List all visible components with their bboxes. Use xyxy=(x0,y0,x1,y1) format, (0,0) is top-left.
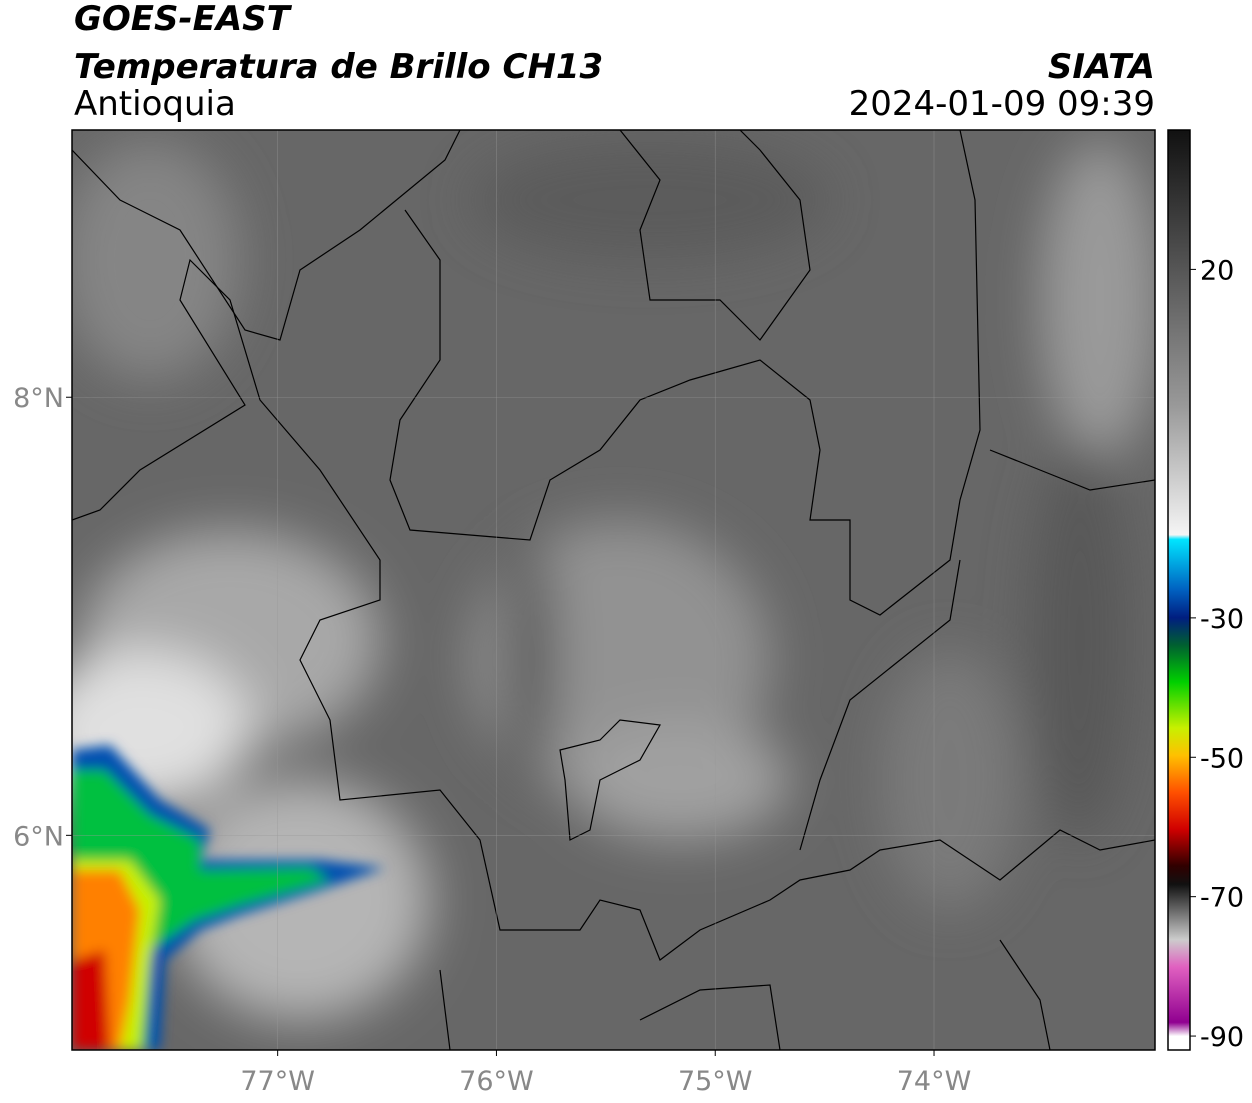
map-frame xyxy=(71,129,1156,1051)
colorbar-tick-label: -50 xyxy=(1200,743,1244,774)
colorbar-tick-label: -70 xyxy=(1200,883,1244,914)
colorbar-tick-label: 20 xyxy=(1200,255,1234,286)
colorbar xyxy=(1167,129,1191,1051)
grid xyxy=(72,130,1155,1050)
colorbar-tick-label: -90 xyxy=(1200,1022,1244,1053)
map-image xyxy=(72,130,1155,1050)
x-tick-label: 75°W xyxy=(678,1066,753,1097)
y-tick-label: 6°N xyxy=(13,821,64,852)
colorbar-tick-label: -30 xyxy=(1200,604,1244,635)
ticks: 77°W 76°W 75°W 74°W 8°N 6°N 20 -30 -50 -70 -90 xyxy=(13,255,1244,1097)
x-tick-label: 76°W xyxy=(459,1066,534,1097)
borders xyxy=(72,130,1155,1050)
title: GOES-EAST xyxy=(74,0,293,39)
y-tick-label: 8°N xyxy=(13,383,64,414)
subtitle: Temperatura de Brillo CH13 xyxy=(74,47,603,87)
source: SIATA xyxy=(1048,47,1155,87)
datetime: 2024-01-09 09:39 xyxy=(849,84,1155,124)
x-tick-label: 74°W xyxy=(897,1066,972,1097)
region: Antioquia xyxy=(74,84,236,124)
x-tick-label: 77°W xyxy=(240,1066,315,1097)
